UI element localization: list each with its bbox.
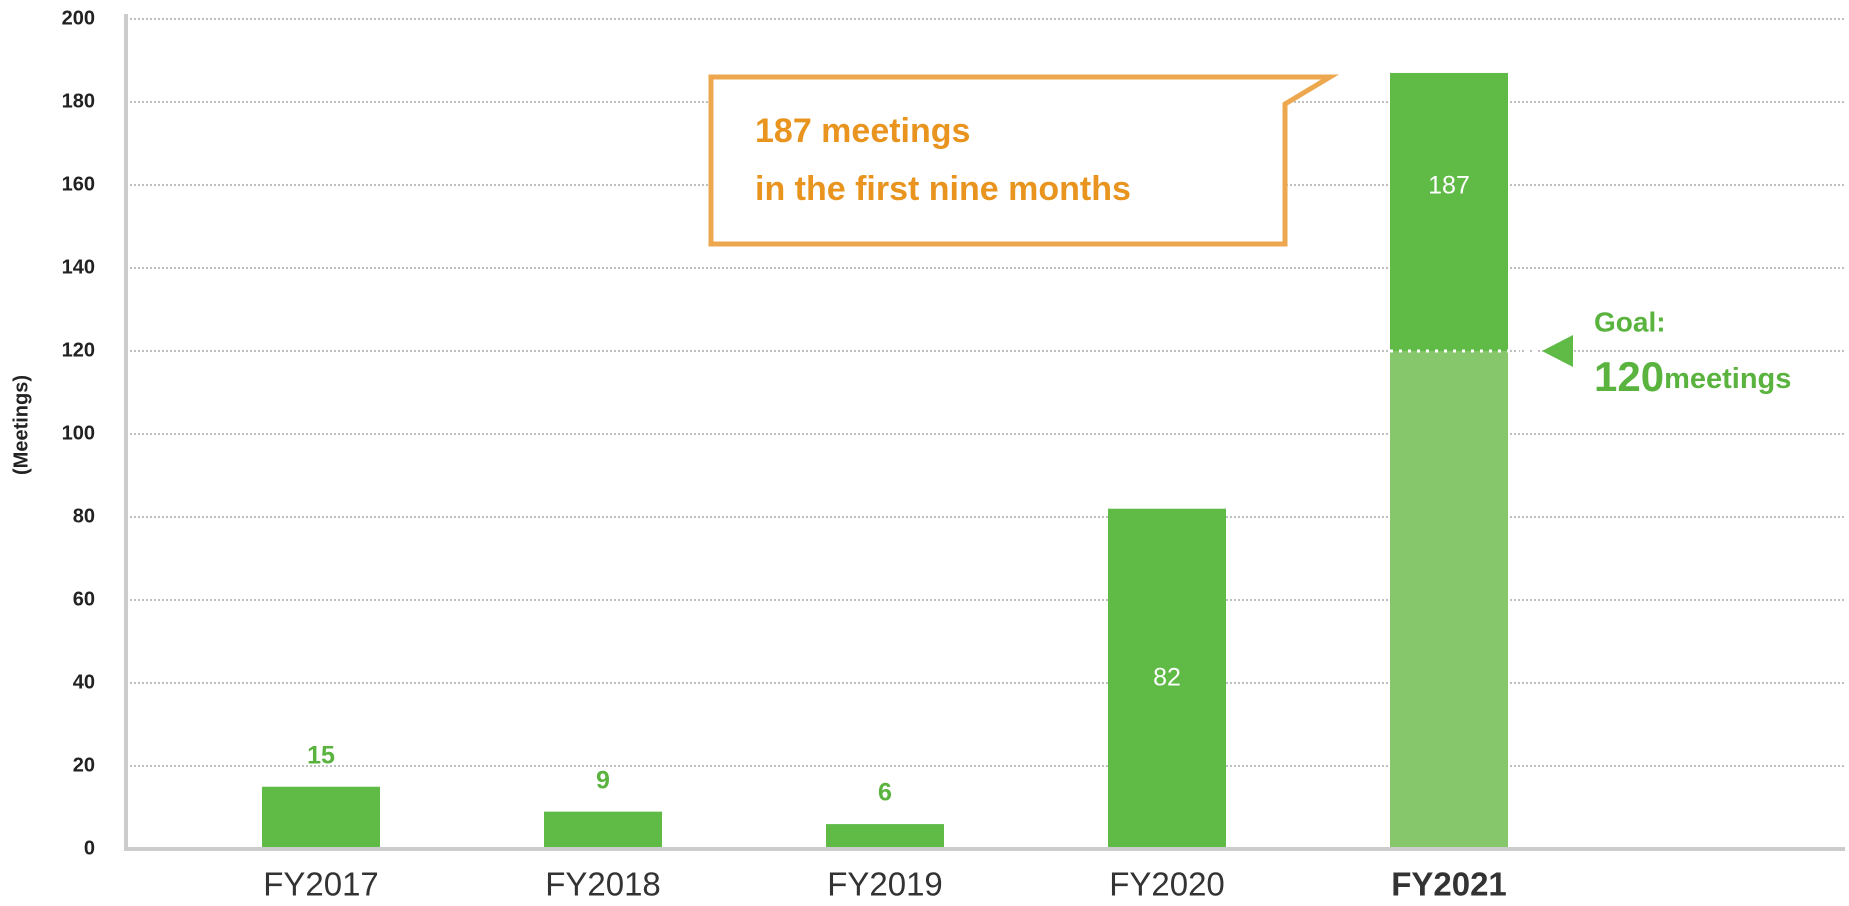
data-label: 187	[1428, 172, 1470, 200]
y-tick-label: 140	[62, 256, 95, 278]
bar	[826, 824, 944, 849]
y-tick-label: 180	[62, 90, 95, 112]
goal-arrow	[1542, 335, 1573, 367]
y-tick-label: 0	[84, 837, 95, 859]
bar	[262, 786, 380, 849]
y-tick-label: 200	[62, 7, 95, 29]
goal-bar	[1390, 351, 1508, 849]
goal-value: 120meetings	[1594, 353, 1791, 400]
bar	[544, 811, 662, 849]
y-tick-label: 120	[62, 339, 95, 361]
data-label: 15	[307, 741, 335, 769]
y-axis-label: (Meetings)	[10, 375, 32, 475]
y-tick-label: 60	[73, 588, 95, 610]
goal-label: Goal:	[1594, 306, 1666, 337]
callout-text: 187 meetings	[755, 112, 970, 150]
x-tick-label: FY2020	[1109, 866, 1225, 903]
y-tick-label: 80	[73, 505, 95, 527]
y-tick-label: 20	[73, 754, 95, 776]
y-tick-label: 160	[62, 173, 95, 195]
x-tick-label: FY2021	[1391, 866, 1507, 903]
callout-box	[708, 74, 1340, 247]
x-tick-label: FY2017	[263, 866, 379, 903]
goal-number: 120	[1594, 353, 1664, 400]
x-tick-label: FY2019	[827, 866, 943, 903]
x-tick-label: FY2018	[545, 866, 661, 903]
callout-text: in the first nine months	[755, 170, 1131, 208]
data-label: 6	[878, 779, 892, 807]
goal-unit: meetings	[1664, 363, 1791, 395]
data-label: 9	[596, 766, 610, 794]
data-label: 82	[1153, 663, 1181, 691]
y-tick-label: 40	[73, 671, 95, 693]
y-tick-label: 100	[62, 422, 95, 444]
bar	[1108, 508, 1226, 849]
